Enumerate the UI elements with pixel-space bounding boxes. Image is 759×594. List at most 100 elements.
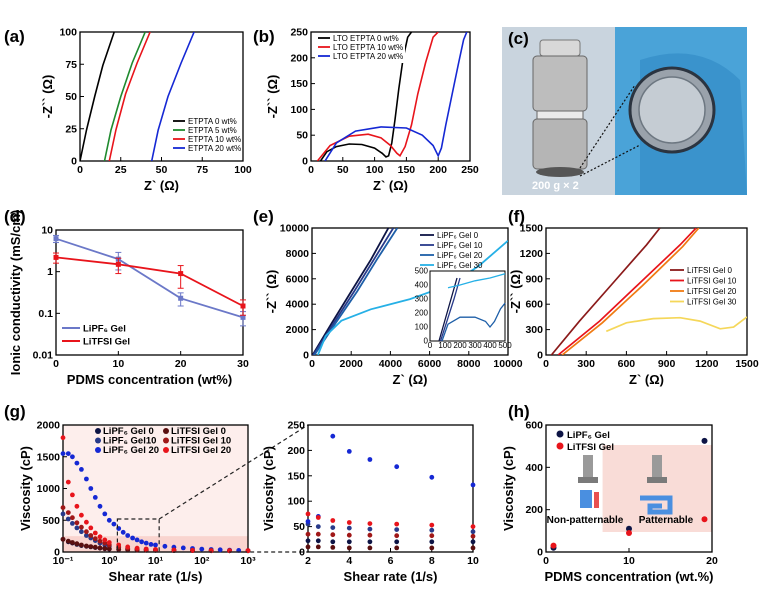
data-point [115, 261, 121, 267]
data-point [79, 512, 84, 518]
legend-entry: ETPTA 5 wt% [188, 126, 237, 135]
legend-marker [163, 428, 169, 434]
data-point [429, 527, 435, 533]
x-tick-label-b: 0 [308, 164, 314, 176]
data-point [102, 546, 108, 551]
data-point [394, 527, 400, 532]
data-point [305, 531, 311, 537]
legend-marker [556, 442, 564, 450]
weight-upper [532, 55, 588, 112]
data-point [143, 540, 149, 546]
y-tick-label-f: 0 [537, 350, 543, 362]
y-tick-label-h: 0 [537, 547, 543, 559]
data-point [84, 533, 89, 538]
data-point [74, 525, 80, 531]
data-point [65, 516, 71, 522]
legend-marker [163, 447, 169, 453]
legend-entry: LiTFSI Gel 10 [171, 436, 231, 447]
data-point [106, 540, 112, 545]
data-point [70, 492, 75, 498]
inset-series-line [447, 273, 506, 289]
y-axis-label-d: Ionic conductivity (mS/cm) [8, 210, 23, 375]
panel-label-g: (g) [4, 402, 26, 421]
data-point [143, 546, 149, 552]
data-point [88, 486, 94, 491]
y-tick-label-h: 600 [525, 420, 543, 432]
legend-entry: LiPF₆ Gel [567, 430, 610, 441]
x-tick-label-g1: 10¹ [148, 555, 164, 567]
data-point [315, 538, 321, 544]
data-point [315, 524, 321, 529]
x-tick-label-b: 100 [366, 164, 384, 176]
legend-entry: ETPTA 0 wt% [188, 117, 237, 126]
legend-marker [163, 437, 169, 444]
y-tick-label-a: 75 [65, 59, 77, 71]
legend-entry: ETPTA 20 wt% [188, 144, 241, 153]
data-point [92, 495, 98, 500]
data-point [240, 303, 246, 309]
gel-pattern-right [640, 495, 673, 515]
data-point [153, 547, 158, 552]
legend-entry: LiPF₆ Gel 20 [103, 445, 159, 456]
weight-neck [536, 110, 584, 120]
data-point [470, 529, 476, 535]
data-point [120, 529, 126, 535]
data-point [330, 539, 336, 545]
y-axis-label-h: Viscosity (cP) [501, 446, 516, 531]
legend-entry: LiTFSI Gel 0 [687, 266, 732, 275]
x-tick-label-g1: 10³ [240, 555, 256, 567]
data-point [134, 537, 140, 543]
y-tick-label-a: 25 [65, 123, 77, 135]
data-point [178, 271, 184, 277]
y-tick-label-g2: 150 [287, 470, 305, 482]
data-point [470, 533, 476, 539]
legend-entry: LiPF₆ Gel 20 [437, 251, 483, 260]
data-point [367, 539, 373, 545]
x-tick-label-g2: 8 [429, 555, 435, 567]
coin-cell-mesh [638, 76, 706, 144]
y-tick-label-g2: 100 [287, 496, 305, 508]
legend-entry: LTO ETPTA 20 wt% [333, 52, 403, 61]
x-tick-label-b: 200 [429, 164, 447, 176]
series-line [605, 316, 747, 333]
x-tick-label-h: 0 [543, 555, 549, 567]
inset-y-tick-label: 300 [415, 295, 429, 304]
legend-entry: LiTFSI Gel [567, 442, 614, 453]
x-axis-label-b: Z` (Ω) [373, 178, 408, 193]
data-point [315, 544, 321, 550]
data-point [97, 503, 103, 509]
series-line [55, 237, 244, 319]
x-tick-label-a: 50 [156, 164, 168, 176]
y-tick-label-e: 4000 [286, 299, 310, 311]
y-tick-label-b: 200 [290, 52, 308, 64]
x-tick-label-g2: 2 [305, 555, 311, 567]
y-tick-label-a: 0 [71, 156, 77, 168]
panel-label-b: (b) [253, 27, 275, 46]
data-point [65, 479, 71, 485]
data-point [84, 519, 89, 525]
legend-entry: LiTFSI Gel [83, 337, 130, 348]
data-point [429, 474, 435, 480]
data-point [190, 547, 195, 553]
data-point [84, 476, 89, 482]
x-tick-label-g1: 10² [194, 555, 210, 567]
panel-label-a: (a) [4, 27, 25, 46]
data-point [429, 539, 435, 545]
data-point [79, 542, 84, 548]
data-point [180, 545, 186, 551]
nozzle-left-tip [578, 477, 598, 483]
zoom-line-top [579, 84, 636, 169]
weight-lower [532, 118, 588, 170]
legend-marker [95, 437, 101, 444]
data-point [106, 517, 112, 523]
data-point [97, 534, 103, 540]
x-tick-label-f: 900 [658, 358, 676, 370]
data-point [65, 510, 71, 515]
x-axis-label-f: Z` (Ω) [629, 372, 664, 387]
x-tick-label-b: 250 [461, 164, 479, 176]
y-tick-label-f: 900 [525, 273, 543, 285]
legend-marker [556, 430, 564, 438]
panel-label-c: (c) [508, 29, 529, 48]
inset-x-tick-label: 0 [428, 341, 433, 350]
series-line [317, 240, 508, 355]
